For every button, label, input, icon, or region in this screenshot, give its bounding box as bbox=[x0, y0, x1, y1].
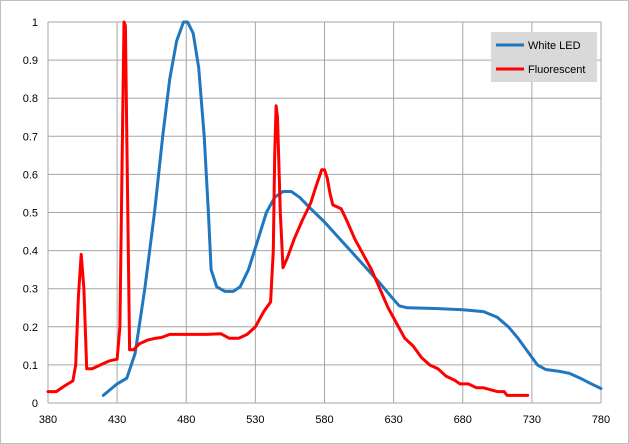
y-tick-label: 0.3 bbox=[23, 284, 38, 296]
y-tick-label: 0.9 bbox=[23, 55, 38, 67]
legend-label: White LED bbox=[528, 40, 581, 52]
x-tick-label: 430 bbox=[108, 414, 126, 426]
y-tick-label: 1 bbox=[32, 17, 38, 29]
series-line-white-led bbox=[101, 20, 603, 397]
y-tick-label: 0.7 bbox=[23, 131, 38, 143]
y-tick-label: 0.1 bbox=[23, 360, 38, 372]
x-tick-label: 780 bbox=[592, 414, 610, 426]
series-lines bbox=[46, 20, 603, 397]
y-tick-label: 0.4 bbox=[23, 246, 38, 258]
x-tick-label: 580 bbox=[315, 414, 333, 426]
grid-lines bbox=[47, 21, 602, 404]
x-tick-label: 630 bbox=[384, 414, 402, 426]
y-tick-label: 0.8 bbox=[23, 93, 38, 105]
legend-label: Fluorescent bbox=[528, 64, 585, 76]
legend-box bbox=[491, 32, 597, 82]
y-tick-label: 0.2 bbox=[23, 322, 38, 334]
axis-tick-labels: 0 0.1 0.2 0.3 0.4 0.5 0.6 0.7 0.8 0.9 1 380 430 480 53… bbox=[23, 17, 610, 426]
legend: White LED Fluorescent bbox=[491, 32, 597, 82]
x-tick-label: 530 bbox=[246, 414, 264, 426]
y-tick-label: 0 bbox=[32, 398, 38, 410]
x-tick-label: 480 bbox=[177, 414, 195, 426]
series-line-fluorescent bbox=[46, 20, 530, 397]
x-tick-label: 680 bbox=[454, 414, 472, 426]
x-tick-label: 730 bbox=[523, 414, 541, 426]
x-tick-label: 380 bbox=[39, 414, 57, 426]
y-tick-label: 0.6 bbox=[23, 169, 38, 181]
y-tick-label: 0.5 bbox=[23, 208, 38, 220]
